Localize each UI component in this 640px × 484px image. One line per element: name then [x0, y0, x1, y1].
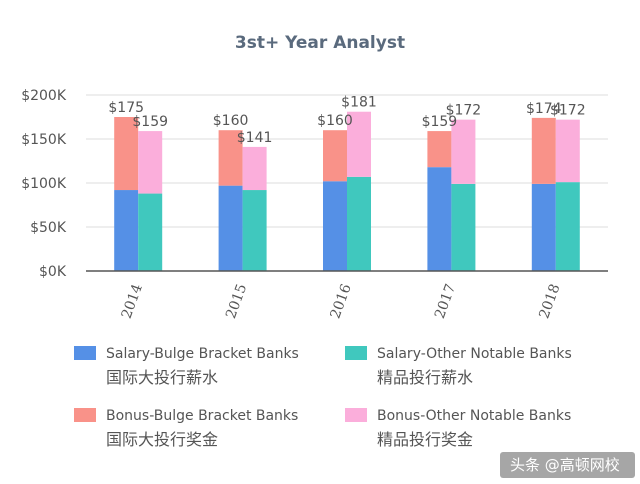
- bar-segment-bonus: [451, 119, 476, 184]
- data-label: $159: [422, 114, 458, 130]
- bar-segment-salary: [114, 190, 139, 271]
- bar-segment-salary: [427, 167, 452, 271]
- legend-swatch: [345, 408, 367, 422]
- legend-swatch: [345, 346, 367, 360]
- legend-label: Salary-Bulge Bracket Banks: [106, 346, 299, 362]
- x-tick-label: 2018: [536, 282, 563, 321]
- legend-label-cn: 精品投行薪水: [377, 368, 473, 387]
- y-tick-label: $50K: [30, 220, 67, 236]
- bar-segment-bonus: [531, 117, 556, 184]
- x-axis-ticks: 2014 2015 2016 2017 2018: [119, 282, 564, 321]
- bar-segment-bonus: [323, 130, 347, 182]
- legend-label: Bonus-Bulge Bracket Banks: [106, 408, 298, 424]
- x-tick-label: 2014: [119, 282, 146, 321]
- legend-label-cn: 精品投行奖金: [377, 430, 473, 449]
- y-axis-ticks: $0K $50K $100K $150K $200K: [21, 88, 67, 280]
- legend-label: Salary-Other Notable Banks: [377, 346, 572, 362]
- y-tick-label: $0K: [39, 264, 67, 280]
- legend-label-cn: 国际大投行奖金: [106, 430, 218, 449]
- y-tick-label: $200K: [21, 88, 67, 104]
- bar-segment-bonus: [114, 117, 139, 191]
- watermark: 头条 @高顿网校: [500, 452, 635, 478]
- bar-segment-bonus: [242, 146, 267, 191]
- x-tick-label: 2015: [223, 282, 250, 321]
- data-label: $174: [526, 101, 562, 117]
- bar-segment-salary: [242, 190, 267, 271]
- chart-title: 3st+ Year Analyst: [235, 33, 405, 53]
- legend-swatch: [74, 346, 96, 360]
- bar-segment-salary: [531, 183, 556, 271]
- data-label: $172: [446, 103, 482, 119]
- y-tick-label: $100K: [21, 176, 67, 192]
- x-tick-label: 2016: [328, 282, 355, 321]
- bar-segment-bonus: [347, 111, 371, 177]
- bar-segment-salary: [347, 176, 371, 271]
- data-label: $181: [341, 95, 377, 111]
- bar-segment-bonus: [555, 119, 580, 183]
- data-labels: $175$159 $160$141$160$181$159$172 $174$172: [108, 95, 585, 146]
- legend: Salary-Bulge Bracket Banks 国际大投行薪水 Salary-…: [74, 346, 572, 449]
- data-label: $172: [550, 103, 586, 119]
- bar-segment-bonus: [427, 131, 452, 168]
- data-label: $160: [317, 113, 353, 129]
- data-label: $141: [237, 130, 273, 146]
- bar-segment-bonus: [138, 131, 163, 194]
- legend-label: Bonus-Other Notable Banks: [377, 408, 571, 424]
- x-tick-label: 2017: [432, 282, 459, 321]
- watermark-background: [500, 452, 635, 478]
- data-label: $159: [132, 114, 168, 130]
- bar-segment-salary: [138, 193, 163, 271]
- watermark-text: 头条 @高顿网校: [510, 456, 620, 474]
- data-label: $160: [213, 113, 249, 129]
- data-label: $175: [108, 100, 144, 116]
- bar-segment-salary: [218, 185, 243, 271]
- bars: [114, 111, 580, 271]
- bar-segment-salary: [323, 181, 347, 271]
- y-tick-label: $150K: [21, 132, 67, 148]
- legend-swatch: [74, 408, 96, 422]
- bar-segment-bonus: [218, 130, 243, 186]
- bar-segment-salary: [451, 183, 476, 271]
- bar-segment-salary: [555, 182, 580, 271]
- legend-label-cn: 国际大投行薪水: [106, 368, 218, 387]
